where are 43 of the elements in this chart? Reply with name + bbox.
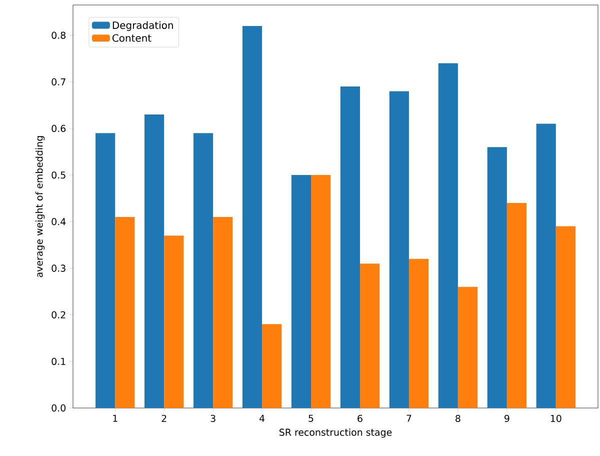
x-tick-label: 4 [260,414,265,422]
bar [389,91,409,408]
x-tick-label: 3 [210,414,216,422]
bar [213,216,233,408]
bar [536,124,556,408]
x-tick-label: 2 [162,414,166,422]
x-tick-label: 5 [308,414,314,422]
bar [164,236,184,408]
y-tick-label: 0.8 [52,32,66,39]
bar [291,175,312,408]
bar [408,258,429,408]
y-axis-title: average weight of embedding [35,136,45,278]
x-tick-label: 6 [358,414,362,422]
y-tick-label: 0.4 [52,218,66,226]
x-tick-label: 8 [456,414,460,422]
x-tick-label: 10 [550,414,562,422]
bar [262,324,282,408]
y-tick-label: 0.5 [52,171,66,179]
bar [242,26,262,408]
x-axis-title: SR reconstruction stage [280,428,392,438]
y-tick-label: 0.0 [52,404,66,412]
bar [458,286,478,408]
x-tick-label: 9 [504,414,510,422]
x-tick-label: 1 [113,414,118,422]
x-tick-label: 7 [406,414,412,422]
y-tick-label: 0.7 [52,78,66,86]
y-tick-label: 0.1 [52,358,66,365]
bar [340,86,360,408]
y-tick-label: 0.3 [52,264,66,272]
bar [193,133,214,408]
y-tick-label: 0.6 [52,124,66,132]
bar [144,114,164,408]
legend-label: Content [112,34,152,42]
y-tick-label: 0.2 [52,311,66,318]
bar [311,175,331,408]
bar [96,133,116,408]
bar [438,63,458,408]
bar [487,147,507,408]
bar [556,226,576,408]
bar [506,203,527,408]
bar [115,216,135,408]
legend-label: Degradation [112,21,173,31]
bar [360,264,380,408]
